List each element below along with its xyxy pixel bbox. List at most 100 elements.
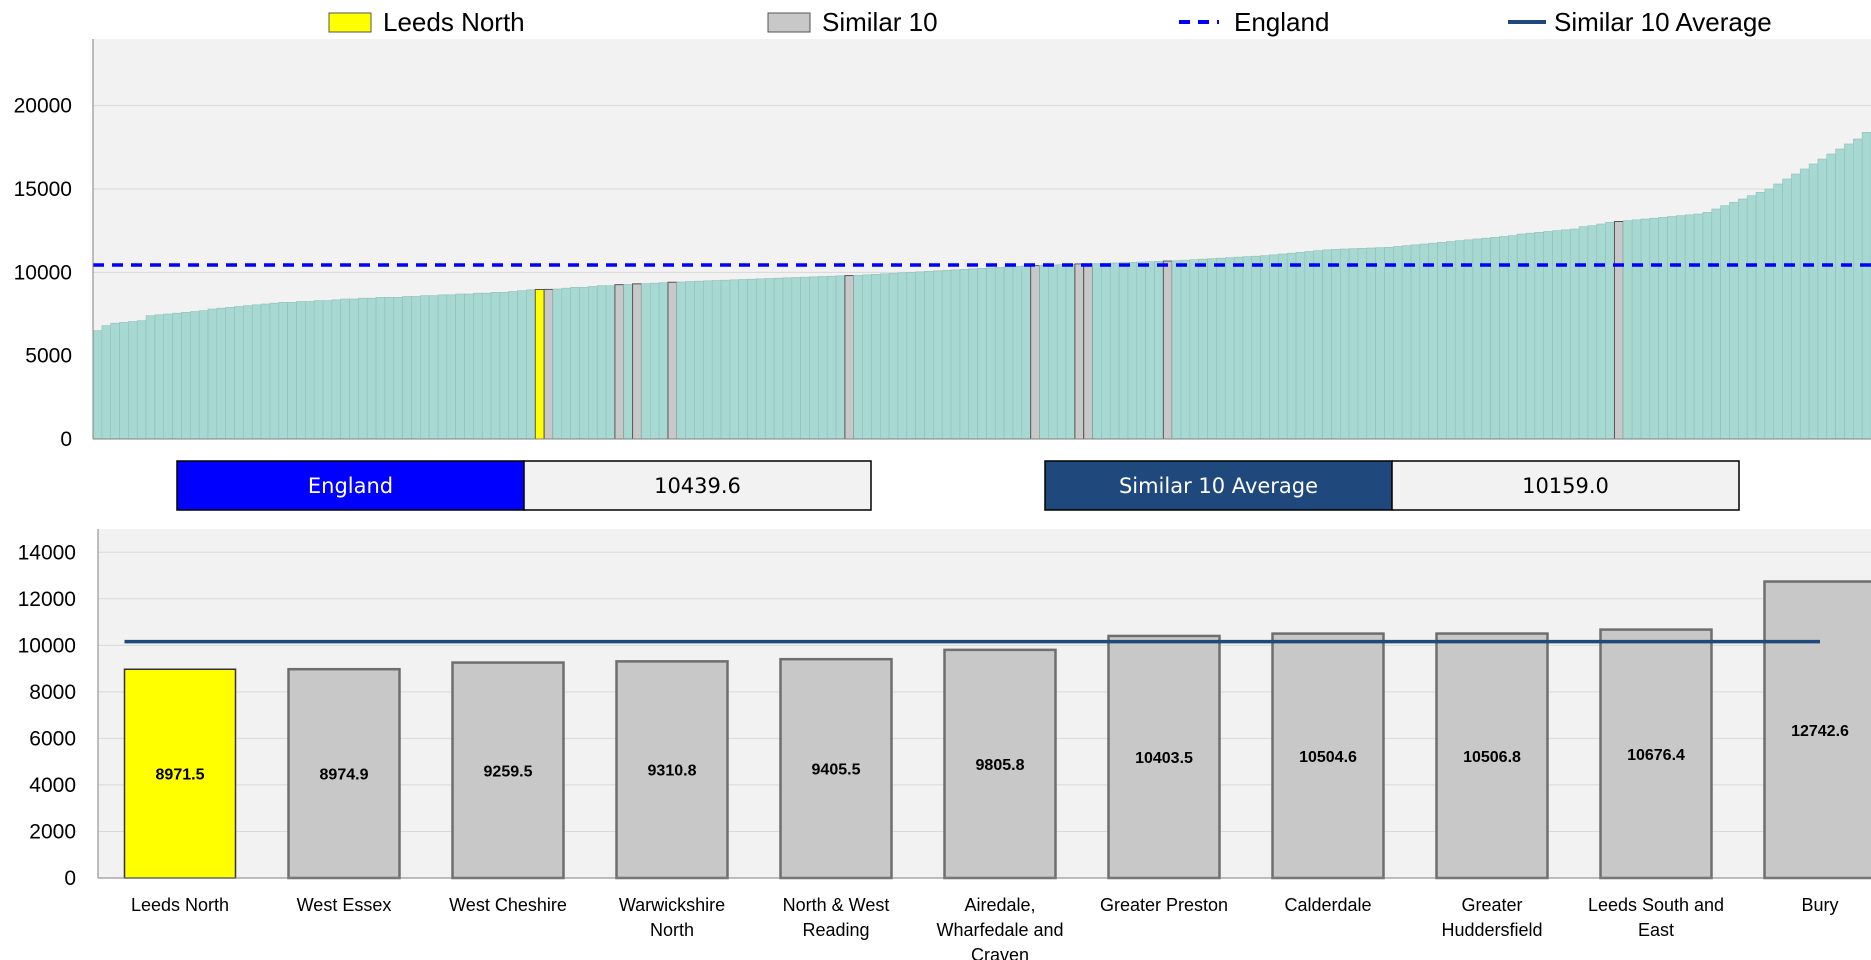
top-bar xyxy=(579,287,589,440)
top-bar xyxy=(172,312,182,440)
top-bar xyxy=(1136,261,1146,440)
legend: Leeds North Similar 10 England Similar 1… xyxy=(328,7,1772,37)
top-bar xyxy=(1605,222,1615,440)
top-bar-similar xyxy=(543,288,554,440)
top-bar xyxy=(1764,188,1774,440)
top-bar xyxy=(1773,183,1783,440)
top-bar xyxy=(1578,226,1589,440)
top-bar xyxy=(304,301,315,440)
top-bar-similar xyxy=(1074,263,1085,440)
top-bar xyxy=(1021,265,1031,440)
top-bar xyxy=(1428,242,1438,440)
bottom-bar-leeds-north xyxy=(123,668,237,879)
bottom-y-tick-label: 10000 xyxy=(18,634,76,657)
bottom-bars xyxy=(123,580,1871,880)
top-bar xyxy=(1127,262,1138,440)
bottom-bar-value-label: 9259.5 xyxy=(484,763,533,780)
bottom-category-label: Craven xyxy=(971,945,1029,960)
top-bar xyxy=(1339,248,1350,440)
top-bar xyxy=(402,296,412,440)
bottom-category-label: North & West xyxy=(783,895,890,915)
top-bar xyxy=(1853,138,1863,440)
top-bar xyxy=(1543,231,1553,440)
top-bar xyxy=(1375,247,1385,440)
top-bar xyxy=(190,311,200,440)
top-y-tick-label: 0 xyxy=(60,428,72,451)
top-bar xyxy=(1569,228,1580,440)
bottom-value-labels: 8971.5 8974.9 9259.5 9310.8 9405.5 9805.8 1040… xyxy=(156,723,1849,784)
top-bar xyxy=(588,286,598,440)
top-bars xyxy=(92,132,1871,440)
top-bar-similar xyxy=(1162,260,1173,440)
bottom-bar-value-label: 10506.8 xyxy=(1463,749,1521,766)
top-bar xyxy=(1454,240,1465,440)
top-bar xyxy=(145,315,156,440)
top-bar xyxy=(924,271,934,440)
top-y-tick-labels: 0 5000 10000 15000 20000 xyxy=(14,95,72,451)
bottom-category-label: West Cheshire xyxy=(449,895,567,915)
top-bar xyxy=(1269,254,1279,440)
top-bar xyxy=(508,291,518,440)
top-bar xyxy=(1410,244,1421,440)
top-bar xyxy=(1472,238,1483,440)
top-bar xyxy=(1109,262,1120,440)
top-bar-leeds-north xyxy=(534,288,545,440)
bottom-category-label: Wharfedale and xyxy=(936,920,1063,940)
top-bar xyxy=(1808,163,1819,440)
top-bar xyxy=(1596,223,1606,440)
top-bar xyxy=(1304,251,1315,440)
top-bar xyxy=(384,297,395,440)
top-bar xyxy=(1331,249,1341,440)
top-bar xyxy=(1003,266,1014,440)
top-bar xyxy=(331,299,341,440)
top-bar xyxy=(1729,202,1739,440)
top-bar xyxy=(349,298,359,440)
top-bar xyxy=(747,278,757,440)
top-bar xyxy=(198,310,209,440)
bottom-bar-similar xyxy=(1599,628,1713,880)
top-bar xyxy=(287,302,297,440)
top-bar xyxy=(1791,173,1801,440)
top-bar xyxy=(1384,247,1394,440)
bottom-category-label: Huddersfield xyxy=(1441,920,1542,940)
top-bar xyxy=(986,267,996,440)
top-bar xyxy=(366,297,377,440)
bottom-category-label: Greater xyxy=(1461,895,1522,915)
bottom-bar-value-label: 9405.5 xyxy=(812,762,861,779)
top-bar xyxy=(1684,214,1695,440)
top-bar xyxy=(1101,263,1111,440)
top-bar xyxy=(1667,216,1677,440)
bottom-bar-value-label: 10504.6 xyxy=(1299,749,1357,766)
top-bar-similar xyxy=(1613,221,1624,440)
similar-avg-label-box xyxy=(1044,460,1393,511)
top-bar xyxy=(1481,237,1491,440)
top-bar xyxy=(561,287,571,440)
similar-avg-value-box xyxy=(1391,460,1740,511)
bottom-bar-similar xyxy=(615,660,729,880)
top-bar xyxy=(260,303,271,440)
top-bar xyxy=(1552,230,1562,440)
top-bar xyxy=(1216,257,1226,440)
bottom-bar-similar xyxy=(1763,580,1871,880)
top-bar xyxy=(1499,236,1509,440)
top-bar xyxy=(234,306,244,440)
top-bar xyxy=(1649,217,1660,440)
bottom-category-label: North xyxy=(650,920,694,940)
top-bar xyxy=(313,300,324,440)
top-bar xyxy=(1631,219,1642,440)
top-bar xyxy=(110,322,120,440)
top-bar xyxy=(101,325,111,440)
top-bar xyxy=(163,313,173,440)
top-bar xyxy=(411,296,421,440)
bottom-category-label: Bury xyxy=(1801,895,1838,915)
bottom-bar-similar xyxy=(1271,632,1385,880)
bottom-y-tick-label: 6000 xyxy=(29,727,76,750)
top-bar xyxy=(871,274,881,440)
top-bar xyxy=(596,285,607,440)
top-bar xyxy=(1260,255,1270,440)
bottom-category-labels: Leeds North West Essex West Cheshire Warwic… xyxy=(131,895,1839,960)
top-bar xyxy=(1446,241,1456,440)
top-bar xyxy=(154,314,165,440)
top-bar xyxy=(207,308,218,440)
